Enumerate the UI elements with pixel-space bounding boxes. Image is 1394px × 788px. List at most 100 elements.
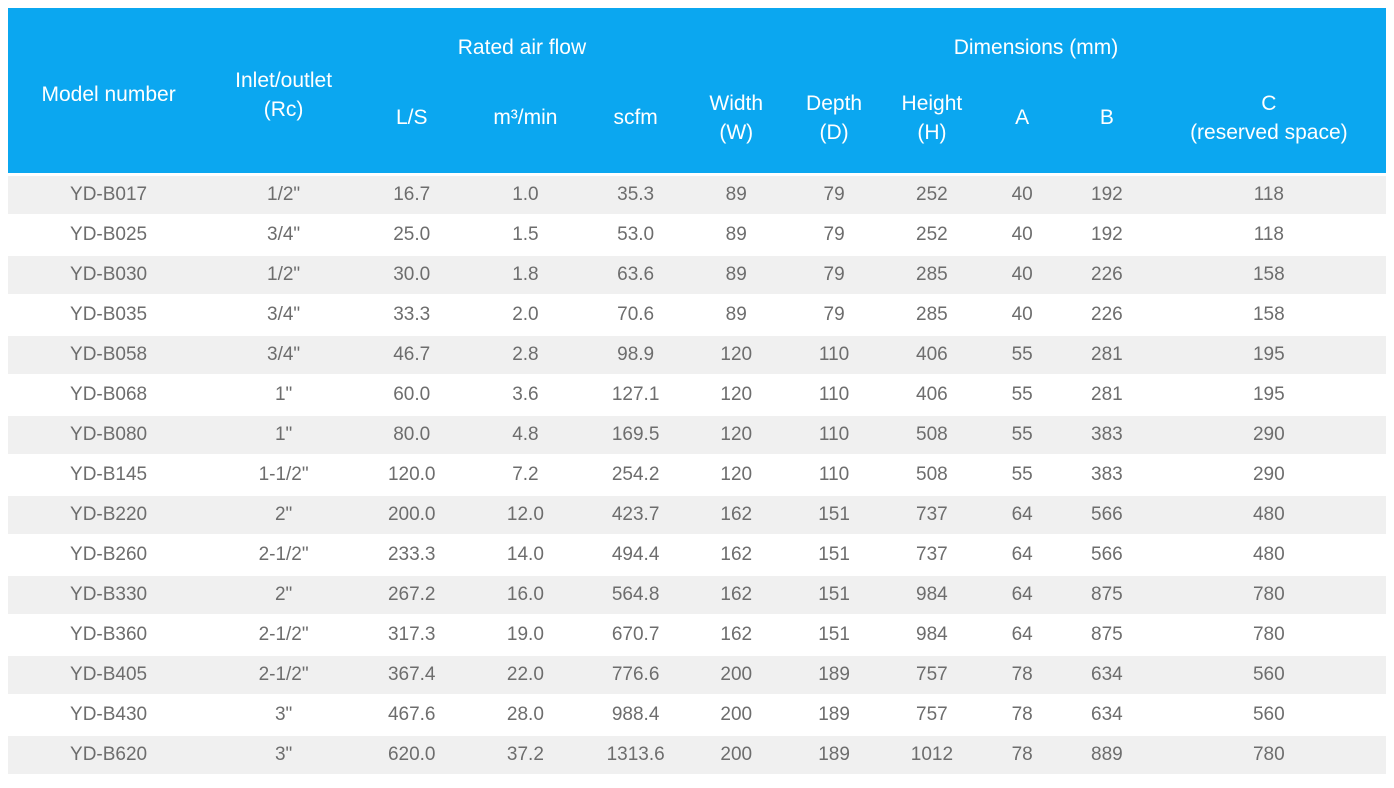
table-cell: 200	[685, 736, 787, 776]
table-cell: 290	[1151, 416, 1386, 456]
table-row: YD-B260 2-1/2" 233.3 14.0 494.4 162 151 737 64 56…	[8, 536, 1386, 576]
table-cell: 560	[1151, 696, 1386, 736]
table-cell: 3/4"	[209, 296, 358, 336]
table-cell: 566	[1062, 496, 1152, 536]
table-cell: 406	[881, 376, 983, 416]
table-cell: 79	[786, 296, 882, 336]
table-cell: 988.4	[585, 696, 686, 736]
table-cell: 30.0	[358, 256, 466, 296]
table-cell: 12.0	[465, 496, 586, 536]
table-cell: 1.5	[465, 216, 586, 256]
table-cell: 3"	[209, 736, 358, 776]
table-cell: 3.6	[465, 376, 586, 416]
table-cell: 494.4	[585, 536, 686, 576]
table-cell: 564.8	[585, 576, 686, 616]
table-cell: 79	[786, 256, 882, 296]
table-cell: 2"	[209, 576, 358, 616]
table-cell: YD-B145	[8, 456, 210, 496]
table-cell: 195	[1151, 376, 1386, 416]
table-cell: 467.6	[358, 696, 466, 736]
table-cell: 423.7	[585, 496, 686, 536]
table-cell: 37.2	[465, 736, 586, 776]
table-body: YD-B017 1/2" 16.7 1.0 35.3 89 79 252 40 192 118 YD-…	[8, 176, 1386, 776]
group-header-dimensions: Dimensions (mm)	[685, 8, 1386, 78]
table-cell: 226	[1062, 256, 1152, 296]
table-cell: 508	[881, 456, 983, 496]
table-cell: 35.3	[585, 176, 686, 216]
table-cell: 226	[1062, 296, 1152, 336]
table-cell: 480	[1151, 536, 1386, 576]
table-cell: 2-1/2"	[209, 616, 358, 656]
table-cell: 162	[685, 536, 787, 576]
table-cell: 118	[1151, 216, 1386, 256]
table-cell: 875	[1062, 576, 1152, 616]
table-row: YD-B025 3/4" 25.0 1.5 53.0 89 79 252 40 192 118	[8, 216, 1386, 256]
table-cell: 670.7	[585, 616, 686, 656]
table-cell: YD-B220	[8, 496, 210, 536]
table-cell: 55	[982, 416, 1063, 456]
table-cell: 40	[982, 256, 1063, 296]
table-cell: YD-B260	[8, 536, 210, 576]
table-cell: 480	[1151, 496, 1386, 536]
table-cell: 151	[786, 576, 882, 616]
table-cell: 1"	[209, 416, 358, 456]
table-cell: 189	[786, 656, 882, 696]
table-cell: 169.5	[585, 416, 686, 456]
table-cell: 267.2	[358, 576, 466, 616]
col-header-inlet-outlet: Inlet/outlet (Rc)	[209, 8, 358, 176]
table-cell: 367.4	[358, 656, 466, 696]
table-cell: YD-B330	[8, 576, 210, 616]
table-cell: 780	[1151, 616, 1386, 656]
table-cell: 70.6	[585, 296, 686, 336]
table-cell: 89	[685, 176, 787, 216]
table-cell: 64	[982, 576, 1063, 616]
table-row: YD-B058 3/4" 46.7 2.8 98.9 120 110 406 55 281 195	[8, 336, 1386, 376]
table-cell: 151	[786, 616, 882, 656]
table-cell: 162	[685, 616, 787, 656]
table-cell: 63.6	[585, 256, 686, 296]
table-cell: 2.0	[465, 296, 586, 336]
table-cell: 120	[685, 456, 787, 496]
table-cell: 875	[1062, 616, 1152, 656]
table-cell: YD-B620	[8, 736, 210, 776]
table-cell: 89	[685, 296, 787, 336]
table-cell: 2-1/2"	[209, 656, 358, 696]
table-cell: 189	[786, 696, 882, 736]
table-row: YD-B330 2" 267.2 16.0 564.8 162 151 984 64 875 780	[8, 576, 1386, 616]
table-cell: 98.9	[585, 336, 686, 376]
table-cell: 189	[786, 736, 882, 776]
table-row: YD-B080 1" 80.0 4.8 169.5 120 110 508 55 383 290	[8, 416, 1386, 456]
table-cell: 566	[1062, 536, 1152, 576]
table-cell: 1/2"	[209, 256, 358, 296]
table-cell: 120	[685, 336, 787, 376]
table-cell: 53.0	[585, 216, 686, 256]
table-cell: 25.0	[358, 216, 466, 256]
table-cell: 120	[685, 416, 787, 456]
table-cell: 60.0	[358, 376, 466, 416]
table-cell: 1.0	[465, 176, 586, 216]
table-cell: YD-B405	[8, 656, 210, 696]
table-cell: 285	[881, 296, 983, 336]
table-cell: YD-B017	[8, 176, 210, 216]
table-cell: 40	[982, 216, 1063, 256]
table-cell: YD-B430	[8, 696, 210, 736]
table-cell: 28.0	[465, 696, 586, 736]
table-cell: 79	[786, 216, 882, 256]
header-sub-row: L/S m³/min scfm Width (W) Depth (D) Heig…	[8, 78, 1386, 176]
table-row: YD-B030 1/2" 30.0 1.8 63.6 89 79 285 40 226 158	[8, 256, 1386, 296]
table-cell: 14.0	[465, 536, 586, 576]
table-cell: 64	[982, 616, 1063, 656]
table-cell: 118	[1151, 176, 1386, 216]
table-cell: 162	[685, 496, 787, 536]
col-header-height: Height (H)	[881, 78, 983, 176]
table-cell: 1.8	[465, 256, 586, 296]
table-row: YD-B360 2-1/2" 317.3 19.0 670.7 162 151 984 64 87…	[8, 616, 1386, 656]
table-cell: 200	[685, 696, 787, 736]
table-cell: 634	[1062, 696, 1152, 736]
table-cell: YD-B068	[8, 376, 210, 416]
col-header-ls: L/S	[358, 78, 466, 176]
table-header: Model number Inlet/outlet (Rc) Rated air…	[8, 8, 1386, 176]
table-cell: 1012	[881, 736, 983, 776]
table-cell: 64	[982, 536, 1063, 576]
